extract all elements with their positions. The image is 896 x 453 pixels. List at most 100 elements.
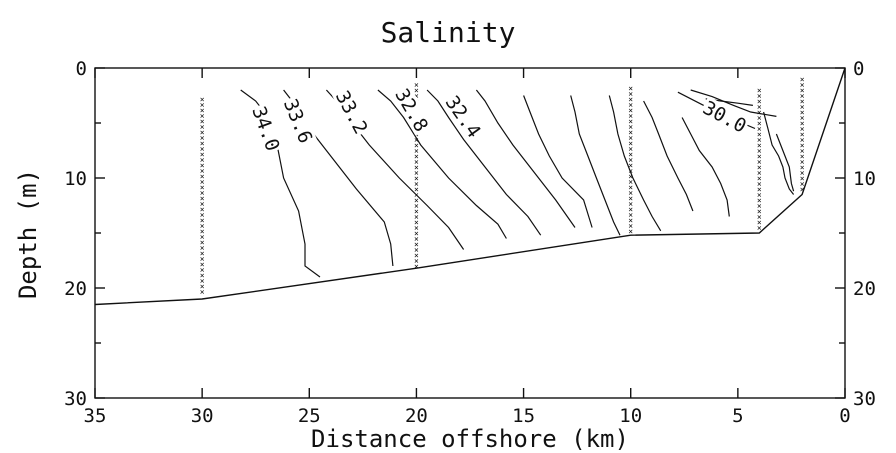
cast-marker: × [757, 169, 762, 178]
contour-labels: 34.033.6 33.2 32.8 32.4 30.0 [247, 84, 751, 155]
cast-marker: × [757, 152, 762, 161]
contour-line-12 [690, 89, 777, 117]
contour-line-9 [643, 100, 694, 212]
cast-marker: × [628, 161, 633, 170]
contour-label-bg-0 [248, 102, 285, 155]
cast-marker: × [757, 86, 762, 95]
cast-marker: × [200, 177, 205, 186]
cast-marker: × [800, 180, 805, 189]
cast-marker: × [800, 103, 805, 112]
y-tick-label-2: 20 [64, 278, 87, 300]
x-tick-label-2: 25 [298, 405, 321, 427]
cast-marker: × [628, 172, 633, 181]
cast-marker: × [200, 232, 205, 241]
cast-marker: × [757, 114, 762, 123]
cast-marker: × [800, 114, 805, 123]
x-tick-label-3: 20 [405, 405, 428, 427]
cast-marker: × [414, 174, 419, 183]
cast-marker: × [628, 150, 633, 159]
y-axis-label: Depth (m) [14, 169, 42, 299]
cast-marker: × [414, 180, 419, 189]
cast-marker: × [757, 180, 762, 189]
contour-line-7 [570, 95, 621, 236]
cast-marker: × [757, 136, 762, 145]
cast-marker: × [800, 169, 805, 178]
contour-label-bg-4 [441, 91, 486, 142]
cast-marker: × [628, 117, 633, 126]
cast-marker: × [800, 108, 805, 117]
y-tick-label-right-3: 30 [853, 388, 876, 410]
contour-label-bg-1 [280, 94, 317, 147]
cast-marker: × [757, 174, 762, 183]
bottom-profile [94, 67, 846, 306]
cast-marker: × [200, 100, 205, 109]
cast-marker: × [414, 246, 419, 255]
x-tick-label-0: 35 [84, 405, 107, 427]
cast-marker: × [628, 210, 633, 219]
cast-marker: × [628, 89, 633, 98]
contour-line-4 [426, 89, 542, 236]
cast-marker: × [200, 199, 205, 208]
cast-marker: × [200, 150, 205, 159]
cast-marker: × [628, 188, 633, 197]
cast-marker: × [414, 235, 419, 244]
axis-ticks [94, 67, 846, 399]
contour-line-14 [763, 111, 795, 195]
contour-label-3: 32.8 [390, 85, 432, 136]
contour-label-bg-3 [391, 84, 433, 136]
y-tick-label-right-1: 10 [853, 168, 876, 190]
cast-marker: × [200, 166, 205, 175]
cast-marker: × [200, 254, 205, 263]
cast-marker: × [628, 216, 633, 225]
cast-marker: × [800, 86, 805, 95]
cast-marker: × [628, 155, 633, 164]
cast-marker: × [414, 158, 419, 167]
cast-marker: × [628, 95, 633, 104]
cast-marker: × [800, 119, 805, 128]
cast-marker: × [757, 213, 762, 222]
cast-marker: × [414, 163, 419, 172]
cast-marker: × [414, 191, 419, 200]
cast-marker: × [200, 287, 205, 296]
cast-marker: × [414, 92, 419, 101]
cast-marker: × [628, 199, 633, 208]
cast-marker: × [628, 84, 633, 93]
cast-marker: × [200, 265, 205, 274]
cast-marker: × [628, 183, 633, 192]
cast-marker: × [757, 191, 762, 200]
contour-label-bg-2 [332, 86, 373, 138]
cast-marker: × [200, 249, 205, 258]
cast-marker: × [200, 221, 205, 230]
contour-line-5 [475, 89, 576, 228]
cast-marker: × [200, 210, 205, 219]
cast-marker: × [800, 185, 805, 194]
cast-marker: × [200, 139, 205, 148]
cast-marker: × [414, 196, 419, 205]
cast-marker: × [800, 130, 805, 139]
cast-marker: × [414, 224, 419, 233]
contour-line-6 [523, 95, 593, 228]
cast-marker: × [200, 227, 205, 236]
cast-marker: × [414, 251, 419, 260]
y-tick-label-right-2: 20 [853, 278, 876, 300]
cast-marker: × [757, 185, 762, 194]
cast-marker: × [200, 238, 205, 247]
cast-marker: × [628, 106, 633, 115]
cast-marker: × [800, 158, 805, 167]
contour-label-0: 34.0 [247, 104, 283, 155]
cast-marker: × [800, 92, 805, 101]
cast-marker: × [757, 130, 762, 139]
cast-marker: × [200, 183, 205, 192]
cast-marker: × [757, 163, 762, 172]
cast-marker: × [800, 97, 805, 106]
cast-marker: × [200, 243, 205, 252]
cast-marker: × [414, 136, 419, 145]
contour-label-1: 33.6 [279, 96, 317, 147]
cast-marker: × [200, 161, 205, 170]
cast-marker: × [200, 111, 205, 120]
cast-marker: × [628, 144, 633, 153]
cast-marker: × [757, 97, 762, 106]
cast-marker: × [628, 111, 633, 120]
cast-marker: × [628, 122, 633, 131]
contour-line-3 [377, 89, 507, 239]
